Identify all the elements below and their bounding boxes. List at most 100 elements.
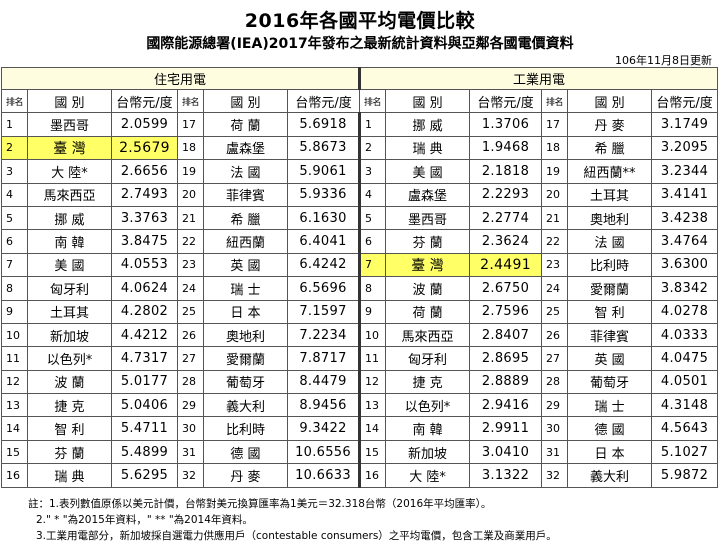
industrial-price-cell: 2.9416 [469, 393, 543, 418]
industrial-country-cell: 瑞 典 [385, 135, 471, 161]
industrial-country-cell: 瑞 士 [567, 393, 653, 418]
industrial-country-cell: 臺 灣 [385, 252, 471, 278]
industrial-country-cell: 愛爾蘭 [567, 276, 653, 301]
residential-country-cell: 菲律賓 [203, 182, 288, 207]
residential-rank-cell: 16 [1, 463, 28, 488]
residential-country-cell: 挪 威 [27, 205, 112, 231]
residential-rank-cell: 28 [177, 369, 204, 395]
industrial-country-cell: 盧森堡 [385, 182, 471, 207]
industrial-country-cell: 紐西蘭** [567, 159, 653, 184]
industrial-price-cell: 2.1818 [469, 159, 543, 184]
residential-rank-cell: 30 [177, 416, 204, 441]
residential-price-cell: 4.2802 [111, 299, 178, 324]
residential-rank-cell: 2 [1, 135, 28, 161]
industrial-rank-cell: 28 [541, 369, 569, 395]
page-subtitle: 國際能源總署(IEA)2017年發布之最新統計資料與亞鄰各國電價資料 [146, 36, 574, 52]
table-row: 12 波 蘭 5.0177 28 葡萄牙 8.4479 12 捷 克 2.8889 28 葡萄牙 4.… [1, 369, 719, 395]
column-header-row: 排名國 別台幣元/度 排名國 別台幣元/度 排名國 別台幣元/度 排名國 別台幣元/度 [1, 88, 719, 114]
residential-price-cell: 5.9336 [286, 182, 361, 207]
industrial-price-cell: 2.2774 [469, 205, 543, 231]
residential-price-cell: 2.7493 [111, 182, 178, 207]
industrial-price-cell: 3.2344 [651, 159, 719, 184]
residential-country-cell: 土耳其 [27, 299, 112, 324]
residential-rank-cell: 4 [1, 182, 28, 207]
residential-country-cell: 匈牙利 [27, 276, 112, 301]
industrial-rank-cell: 16 [358, 463, 387, 488]
residential-country-cell: 新加坡 [27, 322, 112, 348]
industrial-rank-cell: 8 [358, 276, 387, 301]
industrial-price-cell: 5.9872 [651, 463, 719, 488]
rank-col-header: 排名 [541, 88, 569, 114]
residential-country-cell: 荷 蘭 [203, 112, 288, 137]
industrial-price-cell: 3.1322 [469, 463, 543, 488]
industrial-price-cell: 3.4141 [651, 182, 719, 207]
industrial-country-cell: 新加坡 [385, 439, 471, 465]
residential-country-cell: 墨西哥 [27, 112, 112, 137]
industrial-rank-cell: 26 [541, 322, 569, 348]
residential-country-cell: 日 本 [203, 299, 288, 324]
industrial-price-cell: 4.0333 [651, 322, 719, 348]
industrial-country-cell: 日 本 [567, 439, 653, 465]
residential-rank-cell: 25 [177, 299, 204, 324]
residential-rank-cell: 19 [177, 159, 204, 184]
residential-rank-cell: 13 [1, 393, 28, 418]
residential-price-cell: 4.7317 [111, 346, 178, 371]
residential-rank-cell: 32 [177, 463, 204, 488]
country-col-header: 國 別 [567, 88, 653, 114]
industrial-rank-cell: 14 [358, 416, 387, 441]
industrial-price-cell: 2.6750 [469, 276, 543, 301]
residential-price-cell: 5.4711 [111, 416, 178, 441]
industrial-rank-cell: 4 [358, 182, 387, 207]
industrial-price-cell: 1.3706 [469, 112, 543, 137]
industrial-rank-cell: 17 [541, 112, 569, 137]
footnote-2: 2." * "為2015年資料，" ** "為2014年資料。 [36, 514, 253, 526]
residential-price-cell: 4.0624 [111, 276, 178, 301]
industrial-rank-cell: 10 [358, 322, 387, 348]
industrial-price-cell: 3.0410 [469, 439, 543, 465]
residential-price-cell: 3.3763 [111, 205, 178, 231]
industrial-country-cell: 希 臘 [567, 135, 653, 161]
residential-price-cell: 6.4041 [286, 229, 361, 254]
industrial-price-cell: 5.1027 [651, 439, 719, 465]
industrial-price-cell: 2.8695 [469, 346, 543, 371]
industrial-price-cell: 2.9911 [469, 416, 543, 441]
residential-country-cell: 臺 灣 [27, 135, 112, 161]
residential-rank-cell: 10 [1, 322, 28, 348]
residential-rank-cell: 14 [1, 416, 28, 441]
residential-country-cell: 瑞 典 [27, 463, 112, 488]
residential-rank-cell: 26 [177, 322, 204, 348]
industrial-country-cell: 智 利 [567, 299, 653, 324]
residential-country-cell: 德 國 [203, 439, 288, 465]
industrial-price-cell: 3.4238 [651, 205, 719, 231]
industrial-rank-cell: 12 [358, 369, 387, 395]
industrial-country-cell: 美 國 [385, 159, 471, 184]
industrial-price-cell: 3.8342 [651, 276, 719, 301]
industrial-rank-cell: 32 [541, 463, 569, 488]
industrial-rank-cell: 9 [358, 299, 387, 324]
industrial-country-cell: 墨西哥 [385, 205, 471, 231]
industrial-rank-cell: 29 [541, 393, 569, 418]
residential-rank-cell: 24 [177, 276, 204, 301]
industrial-rank-cell: 21 [541, 205, 569, 231]
industrial-price-cell: 2.7596 [469, 299, 543, 324]
industrial-rank-cell: 6 [358, 229, 387, 254]
residential-rank-cell: 6 [1, 229, 28, 254]
residential-price-cell: 10.6633 [286, 463, 361, 488]
industrial-country-cell: 匈牙利 [385, 346, 471, 371]
industrial-country-cell: 大 陸* [385, 463, 471, 488]
residential-country-cell: 盧森堡 [203, 135, 288, 161]
table-body: 1 墨西哥 2.0599 17 荷 蘭 5.6918 1 挪 威 1.3706 17 丹 麥 3.17… [1, 112, 719, 488]
residential-country-cell: 希 臘 [203, 205, 288, 231]
residential-rank-cell: 31 [177, 439, 204, 465]
residential-price-cell: 6.1630 [286, 205, 361, 231]
industrial-price-cell: 2.8407 [469, 322, 543, 348]
residential-price-cell: 10.6556 [286, 439, 361, 465]
residential-price-cell: 5.9061 [286, 159, 361, 184]
residential-price-cell: 8.4479 [286, 369, 361, 395]
